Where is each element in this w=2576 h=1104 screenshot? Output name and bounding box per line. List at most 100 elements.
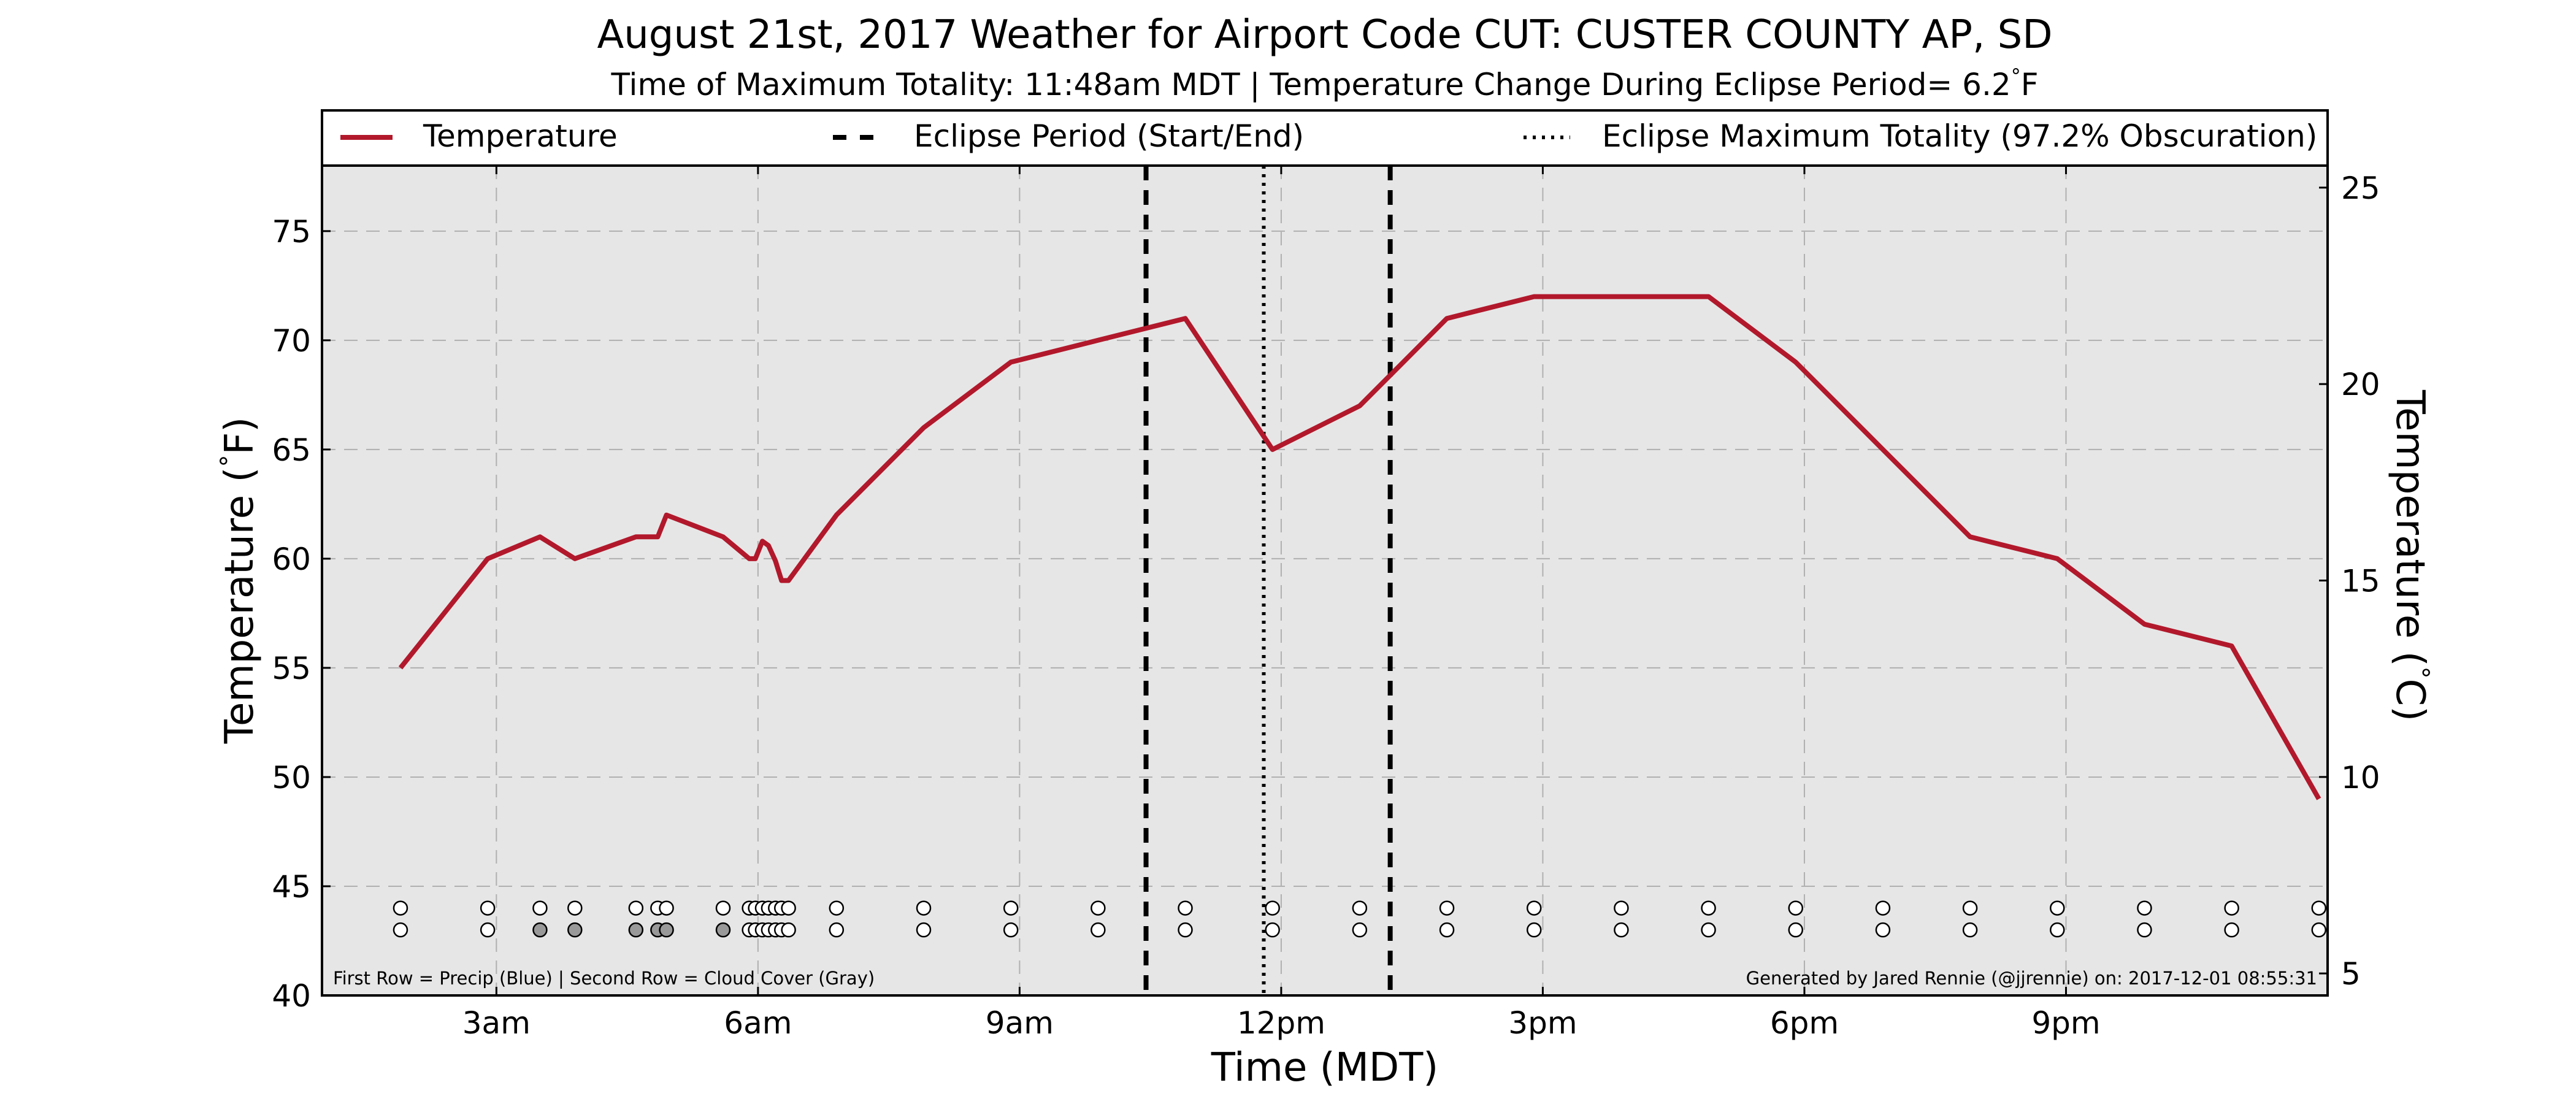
precip-marker bbox=[628, 900, 644, 916]
cloud-cover-marker bbox=[1439, 922, 1455, 938]
cloud-cover-marker bbox=[1875, 922, 1891, 938]
cloud-cover-marker bbox=[1701, 922, 1716, 938]
cloud-cover-marker bbox=[829, 922, 845, 938]
grid-lines bbox=[322, 166, 2328, 995]
precip-marker bbox=[532, 900, 548, 916]
precip-marker bbox=[1875, 900, 1891, 916]
cloud-cover-marker bbox=[480, 922, 496, 938]
cloud-cover-marker bbox=[2224, 922, 2239, 938]
y2-axis: 5 10 15 20 25 bbox=[2319, 171, 2380, 992]
precip-marker bbox=[1701, 900, 1716, 916]
cloud-cover-marker bbox=[1962, 922, 1978, 938]
cloud-cover-marker bbox=[1352, 922, 1368, 938]
legend-max-totality-label: Eclipse Maximum Totality (97.2% Obscurat… bbox=[1602, 118, 2317, 154]
x-tick-label: 3pm bbox=[1508, 1005, 1577, 1041]
legend-temperature-label: Temperature bbox=[423, 118, 618, 154]
subtitle-unit: F bbox=[2021, 67, 2039, 102]
y-axis-unit: F) bbox=[217, 417, 263, 455]
footnote-right: Generated by Jared Rennie (@jjrennie) on… bbox=[1746, 968, 2317, 989]
cloud-cover-marker bbox=[1265, 922, 1280, 938]
precip-marker bbox=[916, 900, 932, 916]
y-tick-label: 45 bbox=[272, 869, 311, 905]
precip-marker bbox=[2224, 900, 2239, 916]
legend bbox=[321, 109, 2329, 167]
y-tick-label: 75 bbox=[272, 214, 311, 250]
y2-tick-label: 15 bbox=[2341, 564, 2380, 599]
cloud-cover-marker bbox=[1003, 922, 1019, 938]
y2-axis-degree-symbol: ° bbox=[2405, 667, 2434, 679]
y-tick-label: 60 bbox=[272, 542, 311, 577]
y2-tick-label: 10 bbox=[2341, 760, 2380, 795]
x-tick-label: 3am bbox=[462, 1005, 531, 1041]
temperature-series bbox=[398, 294, 2321, 800]
cloud-cover-marker bbox=[781, 922, 796, 938]
cloud-cover-marker bbox=[2137, 922, 2152, 938]
x-tick-label: 9am bbox=[986, 1005, 1054, 1041]
precip-marker bbox=[1265, 900, 1280, 916]
y2-axis-title-text: Temperature ( bbox=[2387, 389, 2432, 667]
precip-marker bbox=[1526, 900, 1542, 916]
observation-markers bbox=[393, 900, 2327, 938]
cloud-cover-marker bbox=[1091, 922, 1106, 938]
cloud-cover-marker bbox=[1178, 922, 1193, 938]
cloud-cover-marker bbox=[2050, 922, 2065, 938]
precip-marker bbox=[1439, 900, 1455, 916]
precip-marker bbox=[1962, 900, 1978, 916]
cloud-cover-marker bbox=[2311, 922, 2327, 938]
chart-subtitle-text: Time of Maximum Totality: 11:48am MDT | … bbox=[611, 67, 2011, 102]
footnote-left: First Row = Precip (Blue) | Second Row =… bbox=[333, 968, 875, 989]
y-axis: 40 45 50 55 60 65 70 75 bbox=[272, 214, 331, 1014]
x-tick-label: 9pm bbox=[2031, 1005, 2100, 1041]
precip-marker bbox=[1091, 900, 1106, 916]
y-tick-label: 50 bbox=[272, 760, 311, 795]
y-tick-label: 70 bbox=[272, 323, 311, 359]
cloud-cover-marker bbox=[628, 922, 644, 938]
precip-marker bbox=[659, 900, 674, 916]
precip-marker bbox=[1614, 900, 1629, 916]
y-tick-label: 55 bbox=[272, 651, 311, 686]
precip-marker bbox=[2050, 900, 2065, 916]
y2-tick-label: 5 bbox=[2341, 956, 2361, 992]
legend-eclipse-period-label: Eclipse Period (Start/End) bbox=[914, 118, 1304, 154]
cloud-cover-marker bbox=[1788, 922, 1803, 938]
precip-marker bbox=[1003, 900, 1019, 916]
cloud-cover-marker bbox=[1526, 922, 1542, 938]
y-axis-degree-symbol: ° bbox=[216, 455, 244, 467]
cloud-cover-marker bbox=[916, 922, 932, 938]
precip-marker bbox=[393, 900, 408, 916]
precip-marker bbox=[567, 900, 583, 916]
subtitle-degree-symbol: ° bbox=[2011, 64, 2021, 88]
chart-subtitle: Time of Maximum Totality: 11:48am MDT | … bbox=[611, 64, 2039, 102]
precip-marker bbox=[2311, 900, 2327, 916]
eclipse-lines bbox=[1143, 166, 1393, 995]
precip-marker bbox=[715, 900, 731, 916]
precip-marker bbox=[1788, 900, 1803, 916]
cloud-cover-marker bbox=[659, 922, 674, 938]
y2-axis-title: Temperature (°C) bbox=[2387, 389, 2434, 721]
y-tick-label: 65 bbox=[272, 432, 311, 468]
y-tick-label: 40 bbox=[272, 978, 311, 1014]
precip-marker bbox=[781, 900, 796, 916]
x-tick-label: 12pm bbox=[1237, 1005, 1325, 1041]
precip-marker bbox=[2137, 900, 2152, 916]
y2-axis-unit: C) bbox=[2387, 679, 2432, 722]
precip-marker bbox=[829, 900, 845, 916]
x-axis-title: Time (MDT) bbox=[1211, 1045, 1439, 1091]
temperature-line bbox=[398, 294, 2321, 800]
y2-tick-label: 25 bbox=[2341, 171, 2380, 206]
x-tick-label: 6am bbox=[724, 1005, 792, 1041]
y2-tick-label: 20 bbox=[2341, 367, 2380, 402]
y-axis-title-text: Temperature ( bbox=[217, 467, 263, 745]
x-axis: 3am 6am 9am 12pm 3pm 6pm 9pm bbox=[462, 166, 2101, 1041]
y-axis-title: Temperature (°F) bbox=[216, 417, 263, 745]
cloud-cover-marker bbox=[715, 922, 731, 938]
cloud-cover-marker bbox=[567, 922, 583, 938]
x-tick-label: 6pm bbox=[1770, 1005, 1839, 1041]
cloud-cover-marker bbox=[1614, 922, 1629, 938]
chart-title: August 21st, 2017 Weather for Airport Co… bbox=[597, 12, 2052, 58]
plot-area bbox=[322, 166, 2328, 995]
precip-marker bbox=[1178, 900, 1193, 916]
precip-marker bbox=[480, 900, 496, 916]
cloud-cover-marker bbox=[393, 922, 408, 938]
